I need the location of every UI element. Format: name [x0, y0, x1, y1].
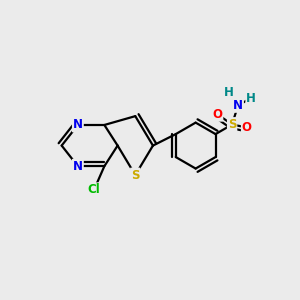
Text: N: N — [73, 160, 83, 173]
Text: H: H — [246, 92, 256, 104]
Text: O: O — [242, 121, 252, 134]
Text: S: S — [228, 118, 236, 131]
Text: N: N — [233, 99, 243, 112]
Text: S: S — [131, 169, 140, 182]
Text: N: N — [73, 118, 83, 131]
Text: O: O — [212, 108, 222, 121]
Text: Cl: Cl — [88, 183, 100, 196]
Text: H: H — [224, 85, 234, 99]
